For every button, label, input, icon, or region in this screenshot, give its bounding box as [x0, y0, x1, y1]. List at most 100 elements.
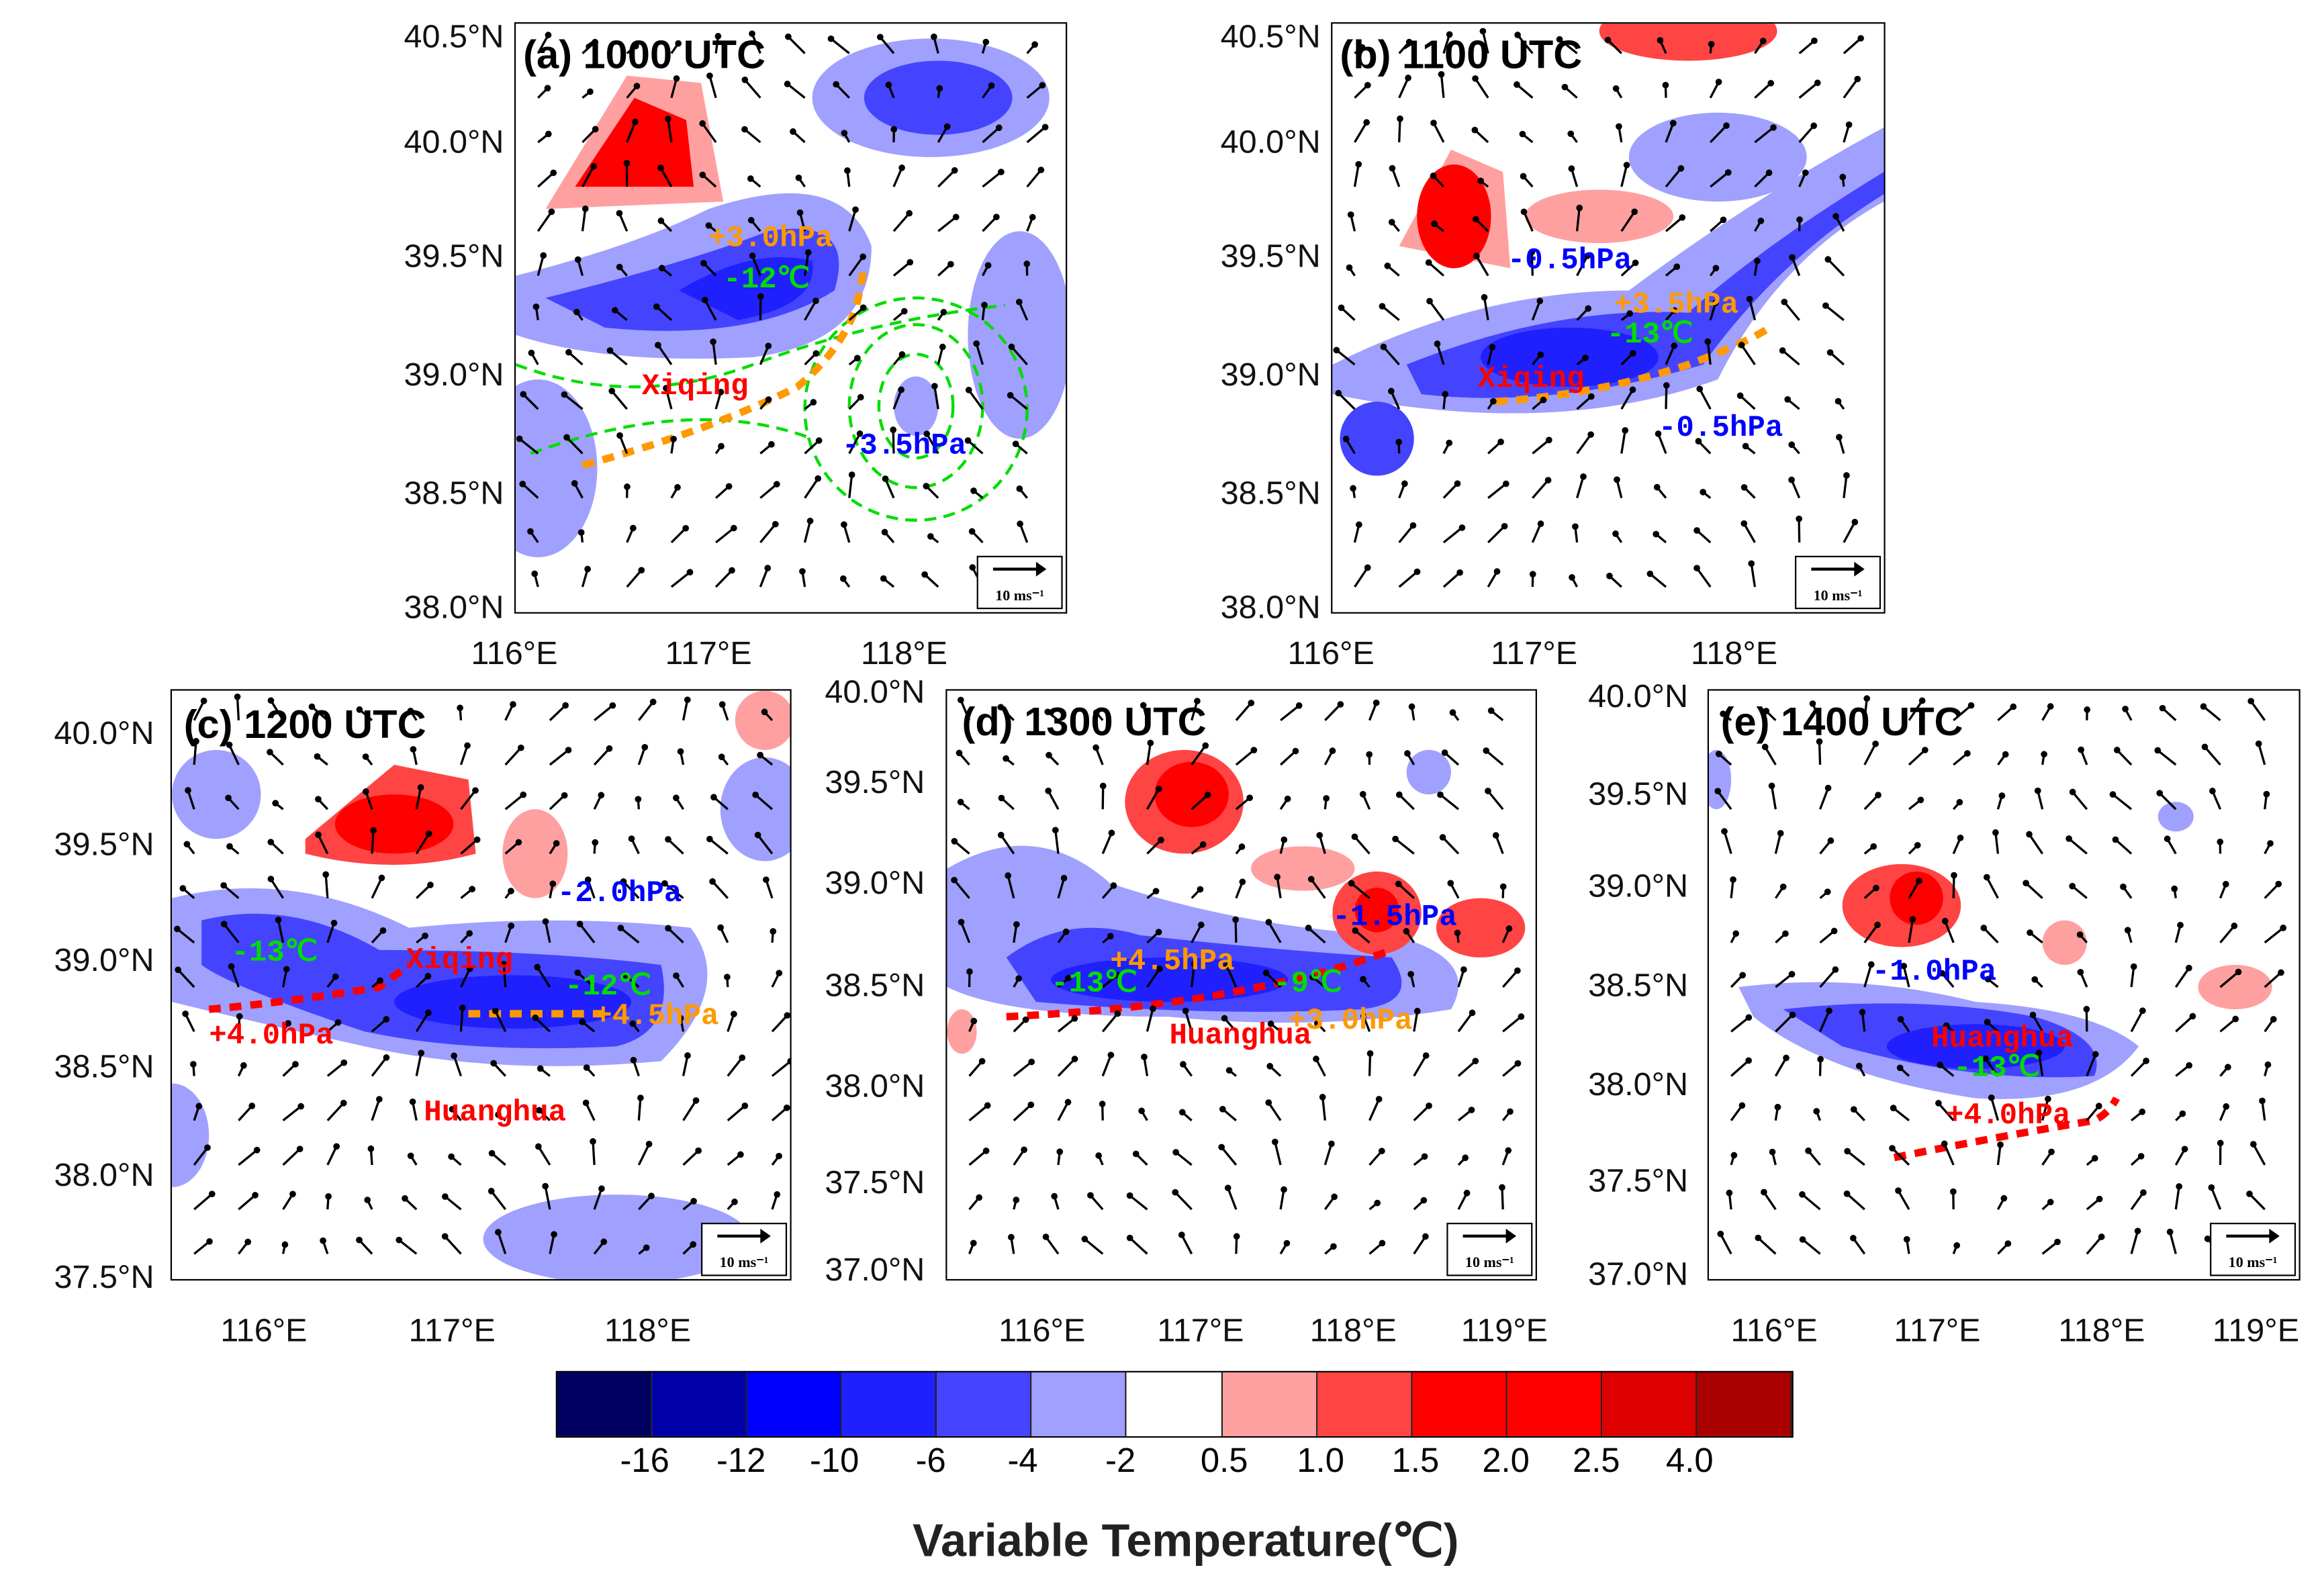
wind-vector-head: [2092, 1051, 2099, 1058]
wind-vector-head: [1854, 75, 1861, 83]
wind-vector: [537, 255, 545, 276]
wind-vector-head: [2109, 791, 2117, 798]
wind-vector-head: [356, 706, 363, 713]
wind-vector-head: [356, 1236, 363, 1244]
panel-b: (b) 1100 UTC -0.5hPa +3.5hPa -13℃ Xiqing…: [1331, 22, 1886, 614]
wind-vector-head: [325, 1193, 332, 1200]
wind-vector-head: [1238, 843, 1246, 850]
latitude-tick-label: 37.0°N: [1588, 1255, 1689, 1293]
wind-vector-head: [1917, 796, 1924, 804]
wind-vector-head: [536, 1107, 543, 1114]
wind-vector: [1054, 830, 1060, 854]
wind-vector-head: [272, 800, 279, 807]
wind-vector: [593, 1188, 603, 1210]
wind-vector: [1523, 211, 1534, 232]
wind-vector-head: [1918, 697, 1926, 704]
wind-vector: [830, 38, 850, 54]
wind-vector-head: [2235, 968, 2242, 976]
wind-vector: [1516, 83, 1534, 99]
wind-vector-head: [1832, 966, 1839, 973]
wind-vector-head: [2164, 835, 2171, 843]
wind-vector: [2219, 971, 2239, 988]
wind-vector: [663, 882, 684, 899]
wind-vector-head: [441, 1233, 449, 1240]
pressure-annotation: +4.0hPa: [1946, 1099, 2070, 1133]
wind-vector-head: [1152, 888, 1160, 895]
colorbar-swatch: [1507, 1372, 1602, 1436]
wind-vector: [1353, 164, 1360, 187]
wind-vector-head: [551, 1231, 557, 1238]
wind-vector-head: [931, 383, 938, 389]
wind-vector-head: [653, 303, 660, 310]
wind-vector-head: [988, 82, 995, 89]
wind-vector-head: [1037, 167, 1045, 173]
wind-vector-head: [396, 1236, 403, 1244]
wind-vector-head: [951, 167, 958, 174]
station-label-xiqing: Xiqing: [406, 943, 513, 977]
pressure-annotation: +4.5hPa: [1110, 945, 1234, 979]
wind-vector-head: [1408, 703, 1415, 710]
wind-vector: [1235, 749, 1255, 766]
wind-vector: [326, 1146, 338, 1166]
wind-vector-head: [815, 437, 823, 444]
wind-vector-head: [175, 966, 182, 974]
wind-vector: [1354, 122, 1368, 143]
scale-label: 10 ms⁻¹: [719, 1255, 769, 1272]
wind-vector: [1754, 172, 1770, 188]
wind-vector-head: [951, 876, 958, 884]
arrow-icon: [2226, 1228, 2280, 1244]
wind-vector-head: [997, 831, 1005, 839]
wind-vector-head: [2177, 921, 2184, 929]
wind-vector: [537, 1146, 551, 1166]
wind-vector: [371, 830, 375, 854]
wind-vector: [1502, 1015, 1522, 1033]
wind-vector: [667, 838, 684, 855]
latitude-tick-label: 39.5°N: [1220, 237, 1321, 275]
wind-vector-head: [1126, 1234, 1133, 1242]
wind-vector-head: [1982, 1055, 1989, 1062]
wind-vector-head: [598, 1185, 605, 1193]
wind-vector-head: [2084, 706, 2091, 713]
wind-vector-head: [1375, 1096, 1383, 1103]
wind-vector-head: [900, 308, 908, 315]
wind-vector-head: [1395, 880, 1402, 888]
wind-vector: [1847, 1150, 1865, 1166]
wind-vector: [1716, 790, 1732, 810]
wind-vector-head: [657, 165, 664, 171]
latitude-tick-label: 38.0°N: [825, 1067, 925, 1105]
wind-vector-head: [1397, 115, 1403, 122]
wind-vector-head: [890, 126, 898, 133]
wind-vector: [1710, 124, 1728, 144]
map-b: (b) 1100 UTC -0.5hPa +3.5hPa -13℃ Xiqing…: [1332, 24, 1884, 588]
wind-vector-head: [579, 1018, 586, 1025]
wind-vector: [1184, 1011, 1193, 1032]
wind-vector: [937, 216, 957, 232]
arrow-icon: [992, 561, 1047, 577]
wind-vector: [1174, 1191, 1193, 1211]
wind-vector-head: [677, 748, 684, 755]
wind-vector: [1368, 1099, 1381, 1121]
pressure-annotation: -1.0hPa: [1872, 955, 1996, 989]
wind-vector-head: [1155, 929, 1162, 936]
wind-vector-head: [841, 130, 848, 137]
wind-vector-head: [939, 343, 946, 351]
wind-vector: [1843, 37, 1862, 54]
wind-vector: [1897, 1190, 1910, 1210]
wind-vector-head: [2181, 1146, 2188, 1153]
wind-vector-head: [1584, 252, 1591, 259]
wind-vector-head: [1437, 791, 1444, 798]
wind-vector-head: [425, 1009, 432, 1017]
wind-vector: [1791, 256, 1801, 277]
wind-vector-head: [741, 1103, 749, 1109]
wind-vector: [1442, 836, 1460, 855]
wind-vector-head: [179, 885, 187, 892]
wind-vector: [1398, 571, 1418, 588]
wind-vector-head: [1113, 972, 1121, 979]
wind-vector: [1649, 573, 1667, 588]
wind-vector-head: [208, 1190, 216, 1198]
wind-vector-head: [193, 738, 199, 745]
wind-vector-head: [2246, 1190, 2253, 1197]
wind-vector-head: [1454, 480, 1461, 487]
wind-vector: [1801, 1193, 1821, 1211]
wind-vector-head: [1395, 438, 1403, 446]
